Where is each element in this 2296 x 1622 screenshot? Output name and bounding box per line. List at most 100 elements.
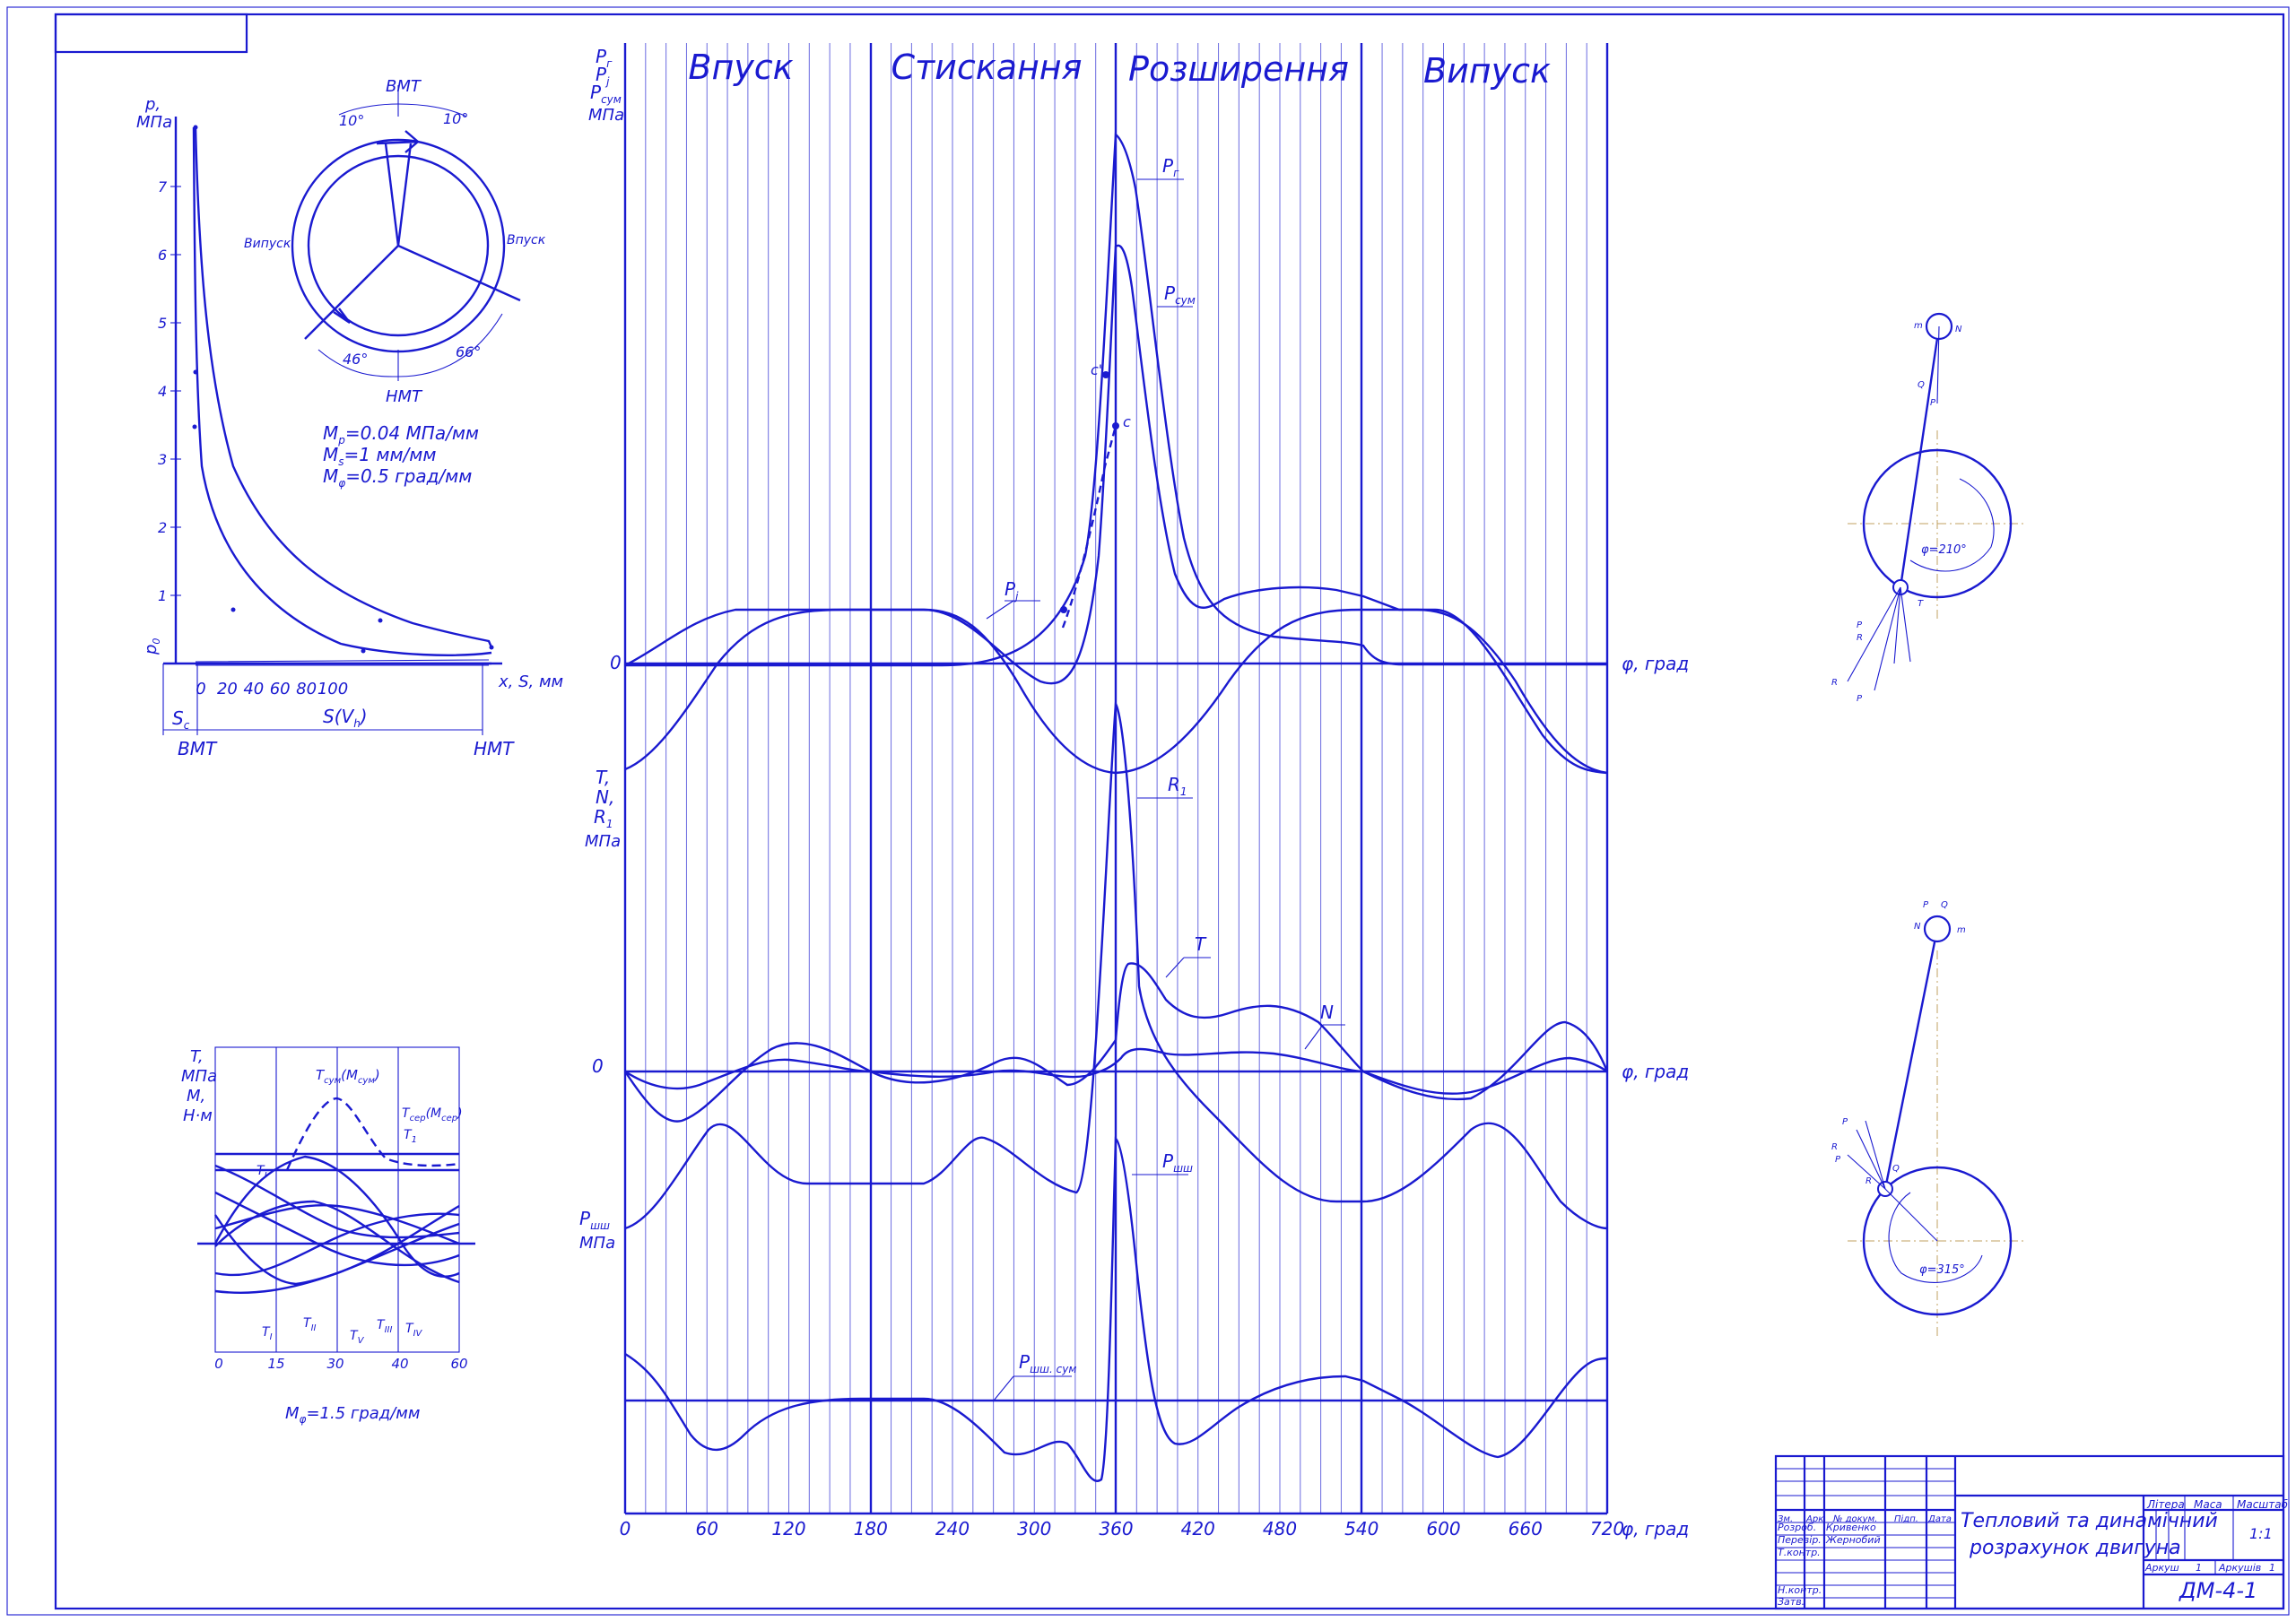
- label-c-points: c' c: [1060, 361, 1131, 613]
- label-psum: Pсум: [1157, 282, 1196, 308]
- svg-text:№ докум.: № докум.: [1832, 1514, 1877, 1524]
- crank2-angle: φ=315°: [1919, 1263, 1965, 1277]
- svg-text:Q: Q: [1941, 900, 1948, 910]
- x-axis-label-pressure: φ, град: [1622, 653, 1689, 674]
- valve-nmt-label: НМТ: [386, 387, 423, 406]
- svg-text:R: R: [1857, 633, 1863, 643]
- title-row-role: Розроб.: [1778, 1522, 1816, 1533]
- indicator-x-label: x, S, мм: [498, 672, 563, 691]
- x-tick-label: 420: [1181, 1518, 1215, 1540]
- torque-chart: T, МПа M, Н·м 0 15 30 40 60 Tсум(Mсум) Tсер(…: [181, 1046, 475, 1426]
- svg-text:Дата: Дата: [1927, 1514, 1952, 1524]
- title-row-role: Перевір.: [1778, 1534, 1822, 1546]
- indicator-y-label-p: p,: [144, 95, 161, 114]
- valve-angle-10-right: 10°: [443, 110, 468, 127]
- indicator-x-tick-label: 20: [217, 680, 238, 698]
- torque-y-label-unit1: МПа: [181, 1067, 217, 1086]
- indicator-scale-s: Ms=1 мм/мм: [323, 444, 436, 468]
- y-label-n: N,: [596, 786, 614, 808]
- torque-label-tser: Tсер(Mсер): [402, 1106, 463, 1123]
- crank-view-315: φ=315° P Q N m P R P Q R: [1831, 900, 2027, 1336]
- svg-text:P: P: [1923, 900, 1929, 910]
- valve-timing-diagram: ВМТ НМТ Випуск Впуск 10° 10° 46° 66°: [244, 77, 546, 406]
- svg-text:Аркушів: Аркушів: [2218, 1562, 2261, 1574]
- title-line-1: Тепловий та динамічний: [1961, 1510, 2218, 1532]
- svg-text:Pшш. сум: Pшш. сум: [1019, 1351, 1076, 1375]
- torque-x-tick-label: 60: [450, 1356, 467, 1372]
- x-tick-label: 480: [1263, 1518, 1297, 1540]
- y-label-pressure-group: Pг Pj Pсум МПа: [588, 46, 624, 125]
- svg-text:N: N: [1955, 325, 1962, 334]
- phase-label-intake: Впуск: [688, 48, 793, 87]
- svg-text:Pг: Pг: [1162, 155, 1179, 179]
- svg-text:P: P: [1835, 1155, 1841, 1165]
- svg-text:1: 1: [2196, 1562, 2202, 1574]
- x-axis-label-bottom: φ, град: [1622, 1518, 1689, 1540]
- svg-text:c': c': [1091, 361, 1102, 378]
- y-label-r1: R1: [594, 806, 613, 830]
- curve-psh: [624, 1136, 1608, 1482]
- indicator-x-tick-label: 60: [270, 680, 291, 698]
- indicator-y-tick-label: 2: [158, 519, 167, 536]
- indicator-diagram: 1 2 3 4 5 6 7 0 20 40 60 80 100 p, МПа x, S, мм S(V…: [136, 95, 563, 759]
- main-force-chart: Впуск Стискання Розширення Випуск 0 60 120…: [579, 43, 1689, 1540]
- svg-text:Аркуш: Аркуш: [2144, 1562, 2179, 1574]
- x-tick-label: 540: [1344, 1518, 1378, 1540]
- y-label-pressure-unit: МПа: [588, 106, 624, 125]
- x-tick-label: 660: [1509, 1518, 1543, 1540]
- y-label-t: T,: [596, 767, 610, 788]
- y-label-psh-group: Pшш МПа: [579, 1208, 615, 1253]
- indicator-p0-label: p0: [142, 638, 162, 655]
- indicator-sc-label: Sc: [172, 707, 190, 732]
- svg-text:P: P: [1857, 620, 1863, 630]
- svg-text:P: P: [1857, 694, 1863, 704]
- torque-label-tsum: Tсум(Mсум): [316, 1067, 380, 1086]
- zero-label-forces: 0: [592, 1055, 604, 1077]
- indicator-expansion-curve: [194, 126, 493, 648]
- x-tick-label: 60: [696, 1518, 718, 1540]
- torque-x-tick-label: 0: [214, 1356, 223, 1372]
- torque-label-ti: TI: [262, 1325, 273, 1342]
- svg-text:Масштаб: Масштаб: [2237, 1498, 2289, 1511]
- y-label-pg: Pг: [596, 46, 613, 70]
- torque-x-ticks: 0 15 30 40 60: [214, 1356, 467, 1372]
- indicator-y-tick-label: 3: [158, 451, 167, 468]
- x-tick-label: 720: [1590, 1518, 1624, 1540]
- svg-text:T: T: [1195, 933, 1207, 955]
- x-tick-label: 600: [1426, 1518, 1460, 1540]
- svg-text:R1: R1: [1168, 774, 1187, 798]
- curve-pj: [624, 608, 1608, 775]
- svg-text:1: 1: [2269, 1562, 2275, 1574]
- svg-text:P: P: [1930, 398, 1936, 408]
- indicator-scale-p: Mp=0.04 МПа/мм: [323, 422, 479, 447]
- label-r1: R1: [1137, 774, 1193, 799]
- indicator-y-tick-label: 6: [158, 247, 167, 264]
- indicator-y-ticks: 1 2 3 4 5 6 7: [158, 178, 181, 604]
- x-axis-label-forces: φ, град: [1622, 1061, 1689, 1082]
- svg-text:Літера: Літера: [2146, 1498, 2185, 1511]
- torque-scale: Mφ=1.5 град/мм: [285, 1404, 420, 1426]
- indicator-y-tick-label: 1: [158, 587, 167, 604]
- indicator-scale-phi: Mφ=0.5 град/мм: [323, 465, 472, 490]
- phase-label-compression: Стискання: [891, 48, 1082, 87]
- svg-text:P: P: [1842, 1117, 1848, 1127]
- y-label-pj: Pj: [596, 64, 610, 88]
- svg-text:Зм.: Зм.: [1778, 1514, 1793, 1524]
- label-psh-sum: Pшш. сум: [993, 1351, 1076, 1401]
- x-tick-label: 180: [854, 1518, 888, 1540]
- curve-r1: [624, 699, 1608, 1230]
- x-tick-label: 0: [620, 1518, 631, 1540]
- indicator-compression-curve: [192, 126, 492, 656]
- crank1-angle: φ=210°: [1921, 543, 1967, 557]
- label-t: T: [1165, 933, 1211, 978]
- svg-text:N: N: [1914, 922, 1921, 932]
- indicator-scales: Mp=0.04 МПа/мм Ms=1 мм/мм Mφ=0.5 град/мм: [323, 422, 479, 490]
- torque-x-tick-label: 40: [391, 1356, 408, 1372]
- valve-exhaust-label: Випуск: [244, 237, 291, 251]
- svg-text:R: R: [1831, 1142, 1838, 1152]
- x-tick-label: 300: [1017, 1518, 1051, 1540]
- x-tick-label: 120: [771, 1518, 805, 1540]
- valve-angle-10-left: 10°: [339, 112, 364, 129]
- title-row-role: Т.контр.: [1778, 1547, 1821, 1558]
- svg-text:Арк.: Арк.: [1805, 1514, 1826, 1524]
